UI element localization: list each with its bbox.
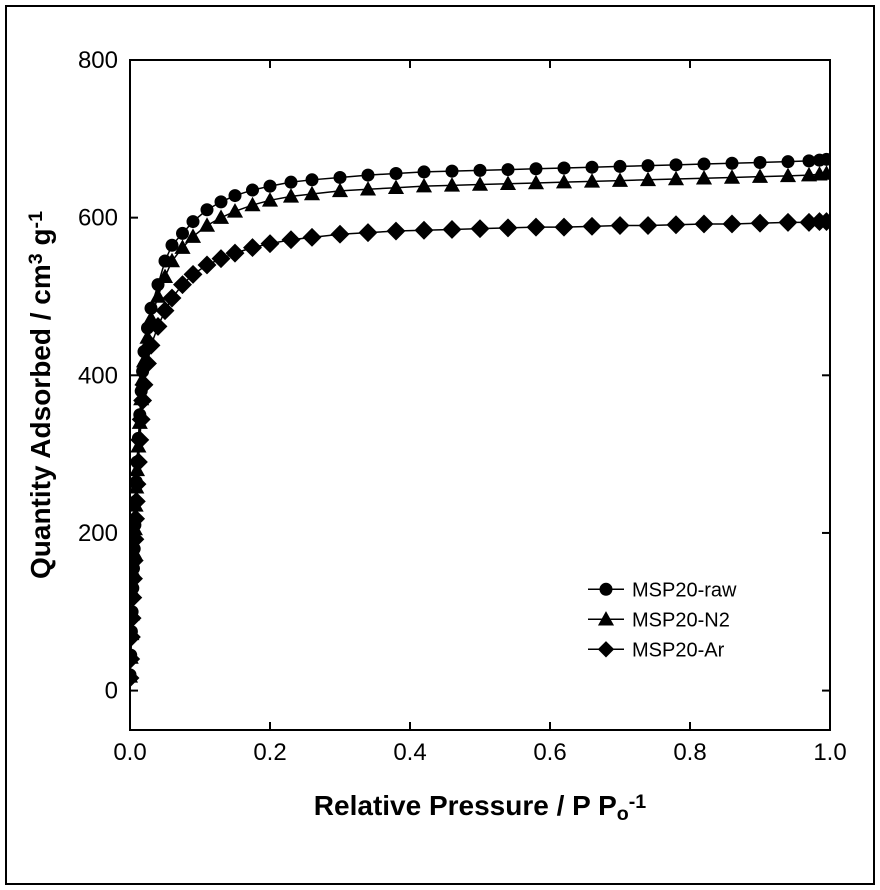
outer-border	[5, 5, 875, 885]
chart-container: 0.00.20.40.60.81.00200400600800Relative …	[0, 0, 880, 890]
